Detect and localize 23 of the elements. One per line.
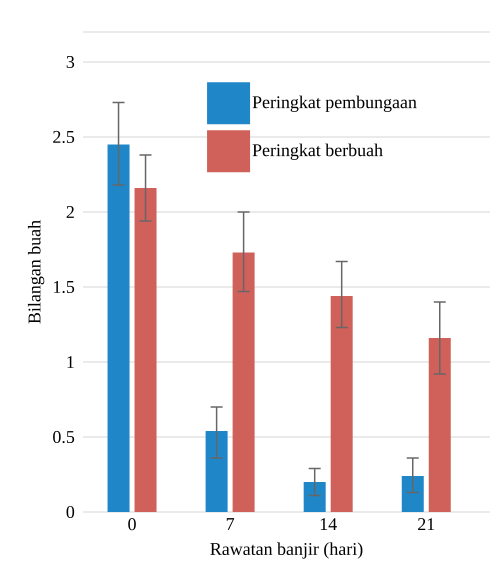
y-tick-label: 2 — [66, 206, 74, 218]
bar — [304, 482, 326, 512]
x-tick-label: 21 — [418, 518, 434, 530]
y-tick-label: 0 — [66, 506, 74, 518]
x-axis-title: Rawatan banjir (hari) — [210, 542, 362, 559]
y-tick-label: 1 — [67, 356, 74, 368]
y-tick-label: 2.5 — [53, 130, 74, 144]
legend-label: Peringkat berbuah — [252, 144, 383, 160]
y-axis-title: Bilangan buah — [28, 220, 44, 324]
bar — [232, 252, 255, 512]
y-tick-label: 3 — [66, 56, 74, 68]
bar — [402, 476, 424, 512]
bar — [330, 296, 353, 512]
legend-label: Peringkat pembungaan — [252, 96, 417, 112]
y-tick-label: 0.5 — [53, 430, 74, 444]
x-tick-label: 0 — [128, 518, 136, 530]
bar — [134, 188, 157, 512]
x-tick-label: 7 — [226, 518, 234, 530]
y-tick-label: 1.5 — [54, 280, 74, 294]
bar — [108, 144, 130, 512]
bar — [206, 431, 228, 512]
bar — [428, 338, 451, 512]
x-tick-label: 14 — [320, 518, 337, 530]
